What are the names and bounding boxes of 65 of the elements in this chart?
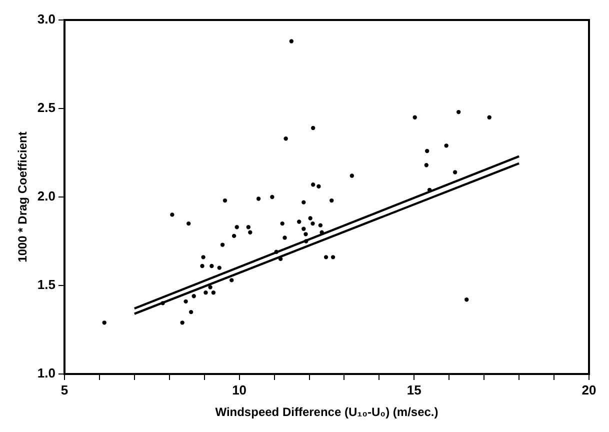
- y-tick-label: 2.0: [37, 188, 56, 204]
- point: [211, 290, 216, 295]
- point: [297, 220, 302, 224]
- point: [248, 230, 252, 234]
- point: [311, 182, 316, 187]
- x-tick-label: 10: [232, 382, 247, 398]
- point: [304, 232, 308, 236]
- point: [424, 148, 430, 154]
- point: [289, 39, 294, 44]
- point: [487, 115, 492, 120]
- point: [330, 198, 334, 203]
- point: [246, 224, 251, 230]
- point: [320, 230, 324, 234]
- point: [256, 196, 261, 201]
- point: [186, 221, 191, 226]
- y-tick-label: 1.5: [37, 277, 56, 292]
- point: [217, 266, 222, 270]
- point: [350, 174, 354, 178]
- point: [270, 194, 274, 200]
- point: [452, 170, 458, 174]
- point: [170, 212, 174, 217]
- x-tick-label: 5: [60, 382, 68, 398]
- x-axis-title: Windspeed Difference (U₁₀-U₀) (m/sec.): [215, 405, 438, 420]
- point: [192, 294, 196, 298]
- point: [222, 198, 228, 203]
- y-tick-label: 3.0: [37, 12, 56, 27]
- point: [308, 216, 312, 220]
- point: [456, 110, 461, 114]
- point: [444, 144, 448, 148]
- point: [310, 221, 315, 226]
- point: [274, 250, 278, 254]
- point: [464, 298, 469, 302]
- point: [324, 255, 328, 260]
- point: [204, 290, 208, 295]
- point: [160, 301, 165, 306]
- point: [210, 264, 214, 268]
- point: [102, 320, 106, 325]
- point: [232, 234, 236, 238]
- y-axis-title: 1000 * Drag Coefficient: [16, 132, 30, 262]
- point: [284, 136, 288, 141]
- x-tick-label: 15: [406, 382, 422, 398]
- point: [316, 184, 321, 188]
- point: [311, 126, 316, 130]
- point: [424, 163, 428, 168]
- point: [304, 239, 308, 244]
- point: [200, 264, 204, 268]
- point: [302, 200, 306, 204]
- point: [180, 320, 184, 325]
- point: [201, 255, 206, 260]
- point: [318, 223, 323, 228]
- point: [330, 255, 336, 260]
- point: [220, 242, 225, 247]
- point: [208, 285, 212, 290]
- point: [282, 236, 287, 240]
- point: [280, 221, 284, 226]
- point: [412, 115, 417, 120]
- y-tick-label: 1.0: [37, 366, 56, 381]
- point: [278, 256, 283, 262]
- x-tick-label: 20: [582, 382, 596, 398]
- point: [234, 224, 239, 230]
- point: [188, 310, 194, 314]
- y-tick-label: 2.5: [37, 100, 56, 116]
- point: [184, 299, 188, 304]
- point: [302, 226, 306, 231]
- point: [230, 278, 234, 282]
